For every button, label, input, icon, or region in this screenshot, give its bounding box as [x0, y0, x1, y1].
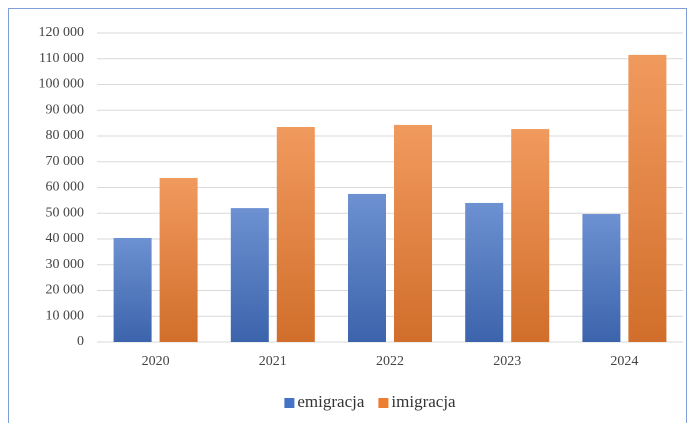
legend-swatch	[378, 398, 389, 408]
y-tick-label: 120 000	[39, 25, 85, 40]
legend-label: imigracja	[391, 392, 456, 411]
x-tick-label: 2024	[610, 354, 638, 369]
y-tick-label: 10 000	[46, 308, 85, 323]
legend-item: emigracja	[284, 392, 365, 411]
legend-swatch	[284, 398, 295, 408]
bar	[394, 124, 432, 343]
y-tick-label: 100 000	[39, 77, 85, 92]
bar	[159, 177, 198, 342]
bar	[628, 54, 667, 342]
bar	[113, 237, 152, 342]
y-tick-label: 40 000	[46, 231, 85, 246]
y-tick-label: 80 000	[46, 128, 85, 143]
x-tick-label: 2023	[493, 354, 521, 369]
y-tick-label: 110 000	[39, 51, 84, 66]
bar	[582, 214, 621, 342]
y-tick-label: 0	[77, 334, 84, 349]
bar	[230, 208, 269, 342]
chart-border	[8, 8, 687, 423]
y-tick-label: 30 000	[46, 257, 85, 272]
x-tick-label: 2022	[376, 354, 404, 369]
y-tick-label: 70 000	[46, 154, 85, 169]
bar	[465, 202, 504, 342]
y-tick-label: 90 000	[46, 102, 85, 117]
bar	[276, 126, 315, 342]
x-tick-label: 2020	[142, 354, 170, 369]
x-tick-label: 2021	[259, 354, 287, 369]
legend-item: imigracja	[378, 392, 456, 411]
y-tick-label: 60 000	[46, 180, 85, 195]
legend: emigracja imigracja	[284, 392, 456, 411]
bar	[348, 193, 386, 342]
bar	[511, 129, 550, 342]
y-tick-label: 20 000	[46, 283, 85, 298]
y-tick-label: 50 000	[46, 205, 85, 220]
legend-label: emigracja	[297, 392, 364, 411]
